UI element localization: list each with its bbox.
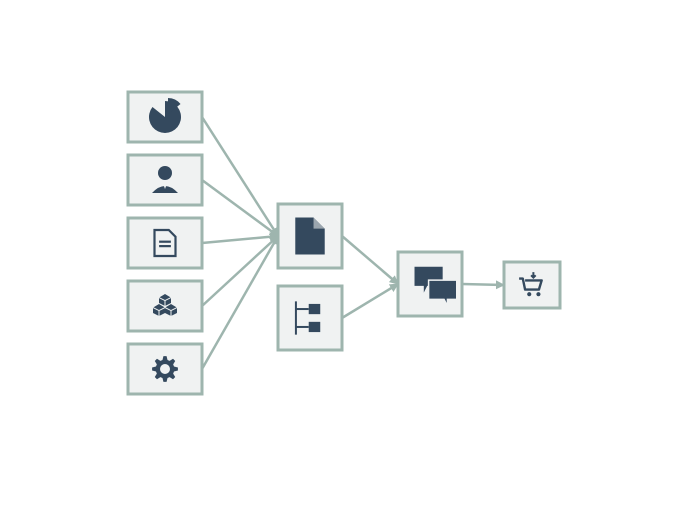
node-pie xyxy=(128,92,202,142)
node-doc xyxy=(128,218,202,268)
node-gear xyxy=(128,344,202,394)
node-box xyxy=(504,262,560,308)
node-cubes xyxy=(128,281,202,331)
node-chat xyxy=(398,252,462,316)
nodes-group xyxy=(128,92,560,394)
flowchart-canvas xyxy=(0,0,684,513)
gear-icon xyxy=(152,356,178,382)
edge-plan-chat xyxy=(342,284,398,318)
edges-group xyxy=(202,117,504,369)
node-file xyxy=(278,204,342,268)
edge-doc-file xyxy=(202,236,278,243)
edge-person-file xyxy=(202,180,278,236)
edge-gear-file xyxy=(202,236,278,369)
edge-chat-cart xyxy=(462,284,504,285)
node-person xyxy=(128,155,202,205)
edge-cubes-file xyxy=(202,236,278,306)
node-plan xyxy=(278,286,342,350)
node-box xyxy=(128,218,202,268)
edge-file-chat xyxy=(342,236,398,284)
node-cart xyxy=(504,262,560,308)
edge-pie-file xyxy=(202,117,278,236)
node-box xyxy=(278,286,342,350)
